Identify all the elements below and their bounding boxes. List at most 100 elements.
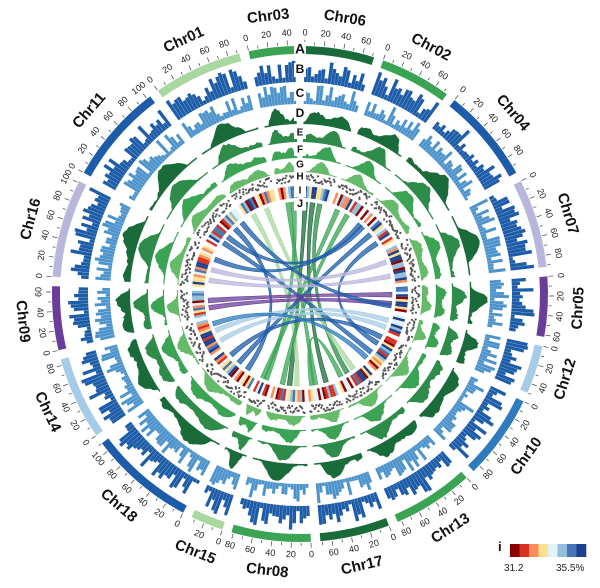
tick-mark <box>130 479 135 484</box>
bar-c <box>345 477 353 496</box>
density-f <box>238 416 258 433</box>
heatmap-cell <box>252 380 260 393</box>
heatmap-cell <box>387 249 400 257</box>
bar-b <box>275 78 280 84</box>
tick-label: 0 <box>549 345 560 352</box>
bar-b <box>320 504 327 525</box>
heatmap-cell <box>266 190 273 203</box>
bar-b <box>437 453 451 468</box>
scatter-point <box>320 404 324 407</box>
bar-b <box>404 476 418 496</box>
bar-c <box>475 364 492 373</box>
scatter-point <box>185 327 188 330</box>
bar-c <box>163 134 179 151</box>
bar-b <box>223 494 234 516</box>
scatter-point <box>405 326 409 329</box>
heatmap-cell <box>336 194 344 207</box>
bar-b <box>466 422 477 432</box>
track-letter-a: A <box>295 41 305 57</box>
ideogram-chr09 <box>52 286 67 351</box>
bar-c <box>266 481 271 490</box>
tick-mark <box>124 472 128 476</box>
tick-mark <box>257 45 259 49</box>
scatter-point <box>261 399 265 402</box>
density-g <box>169 237 192 286</box>
scatter-point <box>387 369 390 372</box>
bar-b <box>483 397 503 411</box>
scatter-point <box>366 390 369 393</box>
bar-c <box>356 474 364 488</box>
heatmap-cell <box>394 305 408 311</box>
heatmap-cell <box>381 343 393 352</box>
bar-b <box>511 291 521 296</box>
bar-b <box>132 136 147 150</box>
legend-swatch <box>567 544 577 557</box>
scatter-point <box>333 180 336 183</box>
bar-b <box>173 470 186 489</box>
bar-b <box>196 95 205 107</box>
bar-c <box>97 308 111 313</box>
scatter-point <box>399 349 403 352</box>
heatmap-cell <box>261 383 268 396</box>
tick-label: 0 <box>389 531 397 542</box>
bar-b <box>495 205 516 216</box>
tick-mark <box>143 93 147 99</box>
bar-c <box>489 289 497 292</box>
tick-mark <box>206 57 210 63</box>
heatmap-cell <box>351 202 360 214</box>
scatter-point <box>389 221 392 225</box>
scatter-point <box>345 401 349 404</box>
synteny-link <box>279 213 350 386</box>
tick-mark <box>64 198 70 201</box>
heatmap-cell <box>212 228 224 238</box>
scatter-point <box>186 275 189 278</box>
legend-swatch <box>548 544 558 557</box>
heatmap-cell <box>385 244 398 253</box>
scatter-point <box>204 222 207 225</box>
bar-b <box>70 249 92 257</box>
bar-c <box>306 92 311 105</box>
bar-c <box>374 113 380 121</box>
scatter-point <box>406 259 409 262</box>
scatter-point <box>211 214 214 217</box>
chromosome-label: Chr15 <box>172 536 218 568</box>
bar-b <box>266 65 273 85</box>
scatter-point <box>370 381 374 384</box>
bar-c <box>230 97 239 115</box>
track-letter-e: E <box>297 128 304 139</box>
bar-c <box>177 447 191 464</box>
bar-b <box>217 72 229 96</box>
heatmap-cell <box>289 389 294 402</box>
heatmap-cell <box>325 385 332 399</box>
scatter-point <box>267 407 271 410</box>
scatter-point <box>363 192 366 196</box>
bar-b <box>157 459 170 474</box>
scatter-point <box>360 190 363 194</box>
heatmap-cell <box>391 321 404 328</box>
legend-min-label: 31.2 <box>504 563 524 574</box>
legend-letter: i <box>498 539 502 554</box>
scatter-point <box>182 300 185 303</box>
density-f <box>384 186 422 228</box>
bar-c <box>447 411 457 421</box>
tick-label: 0 <box>145 74 155 85</box>
bar-c <box>418 138 427 148</box>
bar-c <box>119 202 131 211</box>
bar-c <box>488 266 494 271</box>
scatter-point <box>298 404 302 408</box>
bar-c <box>470 206 479 213</box>
bar-b <box>455 435 470 449</box>
heatmap-cell <box>359 209 370 221</box>
heatmap-cell <box>359 368 369 379</box>
bar-c <box>128 172 146 186</box>
scatter-point <box>259 185 262 188</box>
bar-b <box>344 500 350 512</box>
bar-b <box>78 297 89 301</box>
heatmap-cell <box>195 263 208 270</box>
bar-b <box>282 505 287 520</box>
density-g <box>348 384 383 408</box>
scatter-point <box>417 306 420 309</box>
scatter-point <box>186 313 189 317</box>
scatter-point <box>358 196 361 199</box>
heatmap-cell <box>306 186 310 199</box>
